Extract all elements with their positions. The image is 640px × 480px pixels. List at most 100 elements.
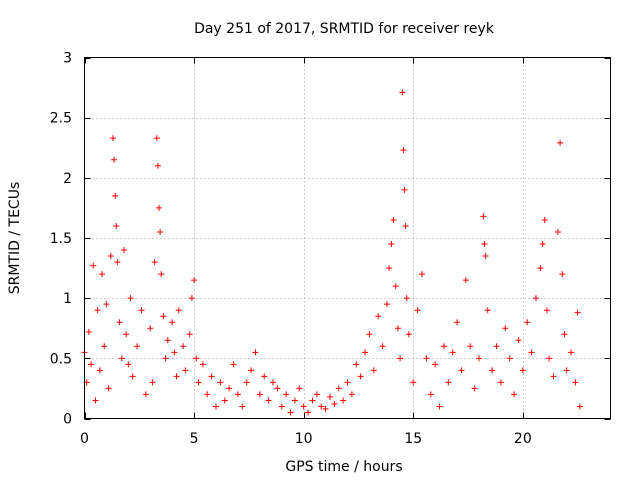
data-point	[90, 262, 97, 269]
data-point	[94, 307, 101, 314]
data-point	[127, 295, 134, 302]
data-point	[383, 301, 390, 308]
data-point	[191, 277, 198, 284]
data-point	[164, 337, 171, 344]
data-point	[265, 397, 272, 404]
data-point	[362, 349, 369, 356]
data-point	[147, 325, 154, 332]
data-point	[120, 247, 127, 254]
data-point	[114, 259, 121, 266]
data-point	[118, 355, 125, 362]
data-point	[318, 403, 325, 410]
data-point	[561, 331, 568, 338]
data-point	[440, 343, 447, 350]
data-point	[476, 355, 482, 362]
data-point	[390, 216, 397, 223]
data-point	[449, 349, 456, 356]
data-point	[278, 403, 285, 410]
y-tick-label: 3	[63, 51, 72, 67]
data-point	[291, 397, 298, 404]
data-point	[344, 379, 351, 386]
data-point	[195, 379, 202, 386]
data-point	[109, 135, 116, 142]
x-tick-labels: 0 5 10 15 20	[80, 431, 532, 447]
data-point	[129, 373, 136, 380]
data-point	[300, 403, 307, 410]
data-point	[158, 271, 165, 278]
data-point	[85, 328, 92, 335]
data-point	[169, 319, 176, 326]
data-point	[528, 349, 535, 356]
data-point	[199, 361, 206, 368]
y-tick-label: 1.5	[50, 231, 72, 247]
y-tick-label: 0.5	[50, 351, 72, 367]
data-point	[414, 307, 421, 314]
data-point	[226, 385, 233, 392]
data-point	[116, 319, 123, 326]
data-point	[471, 385, 478, 392]
data-point	[400, 147, 407, 154]
data-point	[248, 367, 255, 374]
data-point	[171, 349, 178, 356]
data-point	[493, 343, 500, 350]
data-point	[186, 331, 193, 338]
y-tick-label: 1	[63, 291, 72, 307]
data-point	[234, 391, 241, 398]
data-point	[160, 313, 167, 320]
data-point	[182, 367, 189, 374]
data-point	[386, 265, 393, 272]
data-point	[397, 355, 404, 362]
data-point	[576, 403, 583, 410]
data-point	[511, 391, 518, 398]
grid-lines	[84, 57, 611, 419]
data-point	[554, 228, 561, 235]
data-point	[331, 401, 338, 408]
data-point	[261, 373, 268, 380]
data-point	[208, 373, 215, 380]
data-point	[392, 283, 399, 290]
chart-title: Day 251 of 2017, SRMTID for receiver rey…	[194, 21, 495, 37]
data-points	[81, 89, 583, 416]
data-point	[243, 379, 250, 386]
data-point	[96, 367, 103, 374]
data-point	[99, 271, 106, 278]
data-point	[550, 373, 557, 380]
data-point	[101, 343, 108, 350]
data-point	[481, 241, 488, 248]
data-point	[154, 162, 161, 169]
data-point	[123, 331, 130, 338]
data-point	[394, 325, 401, 332]
data-point	[149, 379, 156, 386]
data-point	[532, 295, 539, 302]
data-point	[357, 373, 364, 380]
data-point	[105, 385, 112, 392]
data-point	[274, 385, 281, 392]
y-axis-label: SRMTID / TECUs	[7, 182, 23, 295]
data-point	[480, 213, 487, 220]
data-point	[423, 355, 430, 362]
y-tick-label: 2	[63, 171, 72, 187]
data-point	[175, 307, 182, 314]
data-point	[113, 222, 120, 229]
data-point	[454, 319, 461, 326]
data-point	[162, 355, 169, 362]
x-tick-label: 15	[404, 431, 422, 447]
data-point	[103, 301, 110, 308]
data-point	[484, 307, 491, 314]
y-tick-labels: 0 0.5 1 1.5 2 2.5 3	[50, 51, 72, 428]
data-point	[335, 385, 342, 392]
data-point	[296, 385, 303, 392]
data-point	[436, 403, 443, 410]
data-point	[524, 319, 531, 326]
data-point	[559, 271, 566, 278]
x-tick-label: 20	[514, 431, 532, 447]
data-point	[366, 331, 373, 338]
data-point	[221, 397, 228, 404]
y-tick-label: 0	[63, 412, 72, 428]
plot-frame	[84, 57, 611, 419]
data-point	[134, 343, 141, 350]
data-point	[572, 379, 579, 386]
data-point	[252, 349, 259, 356]
data-point	[230, 361, 237, 368]
